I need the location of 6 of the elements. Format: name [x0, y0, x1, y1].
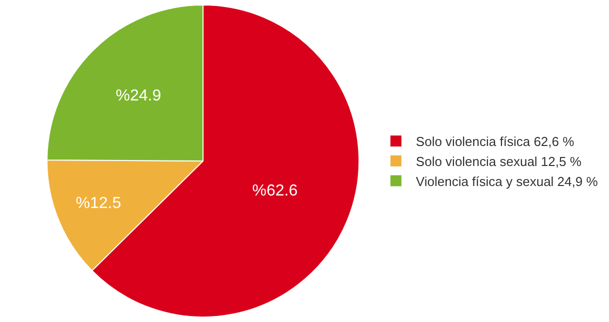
data-label: %12.5: [76, 195, 122, 212]
data-label: %24.9: [116, 88, 162, 105]
legend-label: Solo violencia física 62,6 %: [416, 134, 575, 150]
legend-label: Solo violencia sexual 12,5 %: [416, 154, 582, 169]
legend-label: Violencia física y sexual 24,9 %: [416, 174, 598, 189]
data-label: %62.6: [252, 182, 298, 200]
